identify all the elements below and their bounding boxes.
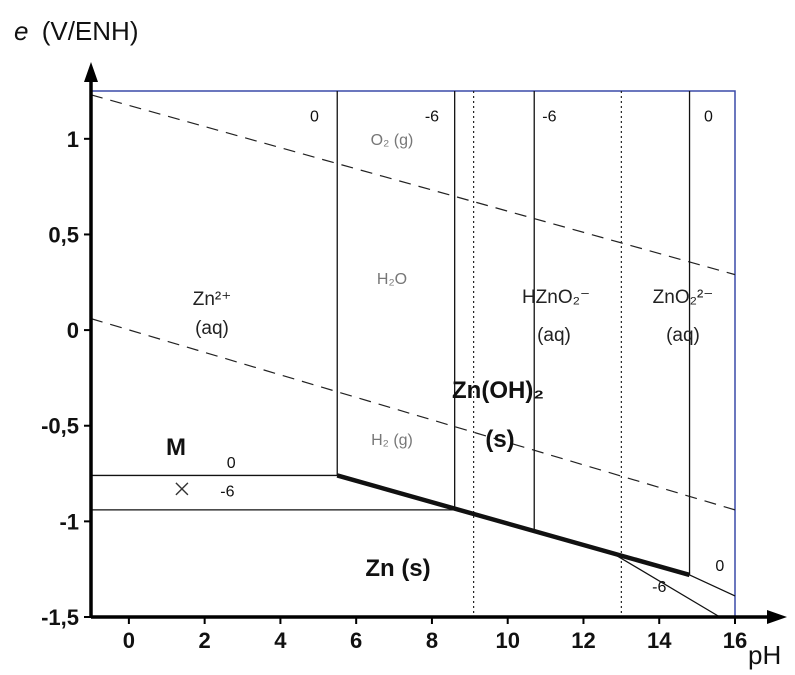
chart-lines — [84, 62, 787, 624]
y-tick-label: 0,5 — [48, 222, 79, 247]
species-hzno2-state: (aq) — [537, 325, 571, 346]
species-zno2: ZnO₂²⁻ — [653, 287, 714, 308]
x-tick-label: 4 — [274, 628, 287, 653]
concentration-label: -6 — [425, 109, 439, 126]
species-znoh2-state: (s) — [485, 426, 514, 453]
tick-labels: 0 2 4 6 8 10 12 14 16 1 0,5 0 -0,5 -1 -1,5 0 -6 -6 0 0 -6 0 -6 — [41, 109, 747, 653]
y-tick-label: -0,5 — [41, 414, 79, 439]
concentration-label: 0 — [227, 455, 236, 472]
species-zn2-ion: Zn²⁺ — [193, 289, 232, 310]
x-tick-label: 16 — [723, 628, 747, 653]
y-axis-arrow — [84, 62, 98, 82]
species-hzno2: HZnO₂⁻ — [522, 287, 590, 308]
boundary-line-2 — [336, 473, 691, 578]
species-h2o: H₂O — [377, 271, 407, 288]
y-axis-title: e (V/ENH) — [14, 16, 138, 46]
y-tick-label: -1 — [59, 509, 79, 534]
boundary-line-8 — [613, 553, 721, 618]
species-o2: O₂ (g) — [371, 132, 414, 149]
x-axis-arrow — [767, 610, 787, 624]
point-m-marker — [175, 482, 189, 496]
y-tick-label: 1 — [67, 127, 79, 152]
species-zno2-state: (aq) — [666, 325, 700, 346]
water-line-oxygen — [90, 94, 736, 276]
concentration-label: 0 — [310, 109, 319, 126]
species-zn2-state: (aq) — [195, 318, 229, 339]
x-tick-label: 12 — [571, 628, 595, 653]
species-znoh2: Zn(OH)₂ — [452, 377, 544, 404]
concentration-label: -6 — [542, 109, 556, 126]
point-m-label: M — [166, 434, 186, 461]
concentration-label: 0 — [704, 109, 713, 126]
x-axis-title: pH — [748, 640, 781, 670]
x-tick-label: 2 — [199, 628, 211, 653]
concentration-label: 0 — [715, 558, 724, 575]
x-tick-label: 14 — [647, 628, 672, 653]
y-tick-label: 0 — [67, 318, 79, 343]
concentration-label: -6 — [220, 483, 234, 500]
water-line-hydrogen — [90, 318, 736, 511]
x-tick-label: 10 — [495, 628, 519, 653]
species-zn-solid: Zn (s) — [365, 555, 430, 582]
boundary-line-7 — [689, 574, 736, 597]
x-tick-label: 0 — [123, 628, 135, 653]
plot-frame — [91, 90, 736, 617]
y-tick-label: -1,5 — [41, 605, 79, 630]
x-tick-label: 8 — [426, 628, 438, 653]
x-tick-label: 6 — [350, 628, 362, 653]
concentration-label: -6 — [652, 579, 666, 596]
species-h2: H₂ (g) — [371, 432, 413, 449]
